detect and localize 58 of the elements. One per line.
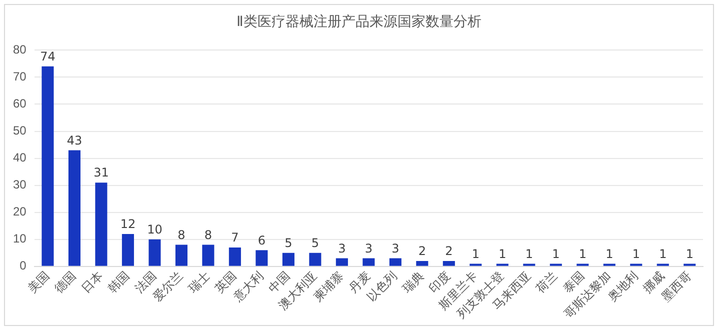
x-tick-label: 韩国	[105, 268, 132, 296]
bar	[148, 239, 161, 266]
data-label: 8	[204, 228, 212, 242]
bar	[309, 252, 322, 266]
data-label: 74	[40, 50, 56, 64]
data-label: 3	[364, 241, 372, 256]
data-label: 12	[120, 217, 136, 232]
y-tick-label: 40	[12, 150, 27, 165]
x-tick-label: 瑞典	[400, 268, 426, 296]
data-label: 6	[258, 233, 266, 248]
bar	[95, 182, 108, 266]
data-label: 7	[231, 230, 239, 245]
y-tick-label: 70	[12, 70, 27, 84]
bar	[175, 244, 188, 266]
bar	[42, 66, 54, 266]
bar	[228, 247, 241, 266]
data-label: 1	[552, 246, 560, 261]
chart-title: Ⅱ类医疗器械注册产品来源国家数量分析	[236, 13, 482, 31]
data-label: 43	[66, 133, 82, 148]
y-tick-label: 10	[12, 232, 27, 246]
bar	[389, 258, 402, 266]
data-label: 10	[147, 222, 162, 236]
data-label: 1	[498, 246, 506, 261]
data-label: 3	[338, 241, 346, 256]
bar	[122, 234, 134, 266]
bar	[362, 258, 375, 266]
x-tick-label: 美国	[25, 268, 52, 296]
y-tick-label: 80	[12, 42, 27, 57]
y-tick-label: 20	[12, 204, 27, 219]
data-label: 1	[686, 246, 694, 261]
x-tick-label: 日本	[78, 268, 106, 296]
bar	[336, 258, 348, 266]
data-label: 2	[418, 244, 426, 258]
data-label: 31	[94, 166, 109, 180]
y-tick-label: 0	[20, 258, 27, 273]
data-label: 1	[632, 246, 640, 261]
data-label: 8	[178, 228, 186, 242]
data-label: 5	[311, 236, 319, 250]
data-label: 1	[659, 246, 667, 261]
data-label: 5	[284, 236, 292, 250]
bar	[416, 260, 428, 266]
bar	[68, 150, 80, 266]
data-label: 1	[472, 246, 480, 261]
data-label: 1	[525, 246, 533, 261]
data-label: 3	[392, 241, 400, 256]
x-tick-label: 德国	[52, 268, 79, 296]
data-label: 1	[578, 246, 586, 261]
bar	[282, 252, 294, 266]
bar	[202, 244, 214, 266]
data-label: 2	[445, 244, 453, 258]
bar	[256, 250, 268, 266]
x-tick-label: 荷兰	[533, 268, 560, 296]
x-tick-label: 瑞士	[186, 268, 213, 296]
y-tick-label: 30	[12, 178, 27, 192]
y-tick-label: 60	[12, 96, 27, 111]
y-tick-label: 50	[12, 124, 27, 138]
bar	[442, 260, 455, 266]
data-label: 1	[606, 246, 614, 261]
